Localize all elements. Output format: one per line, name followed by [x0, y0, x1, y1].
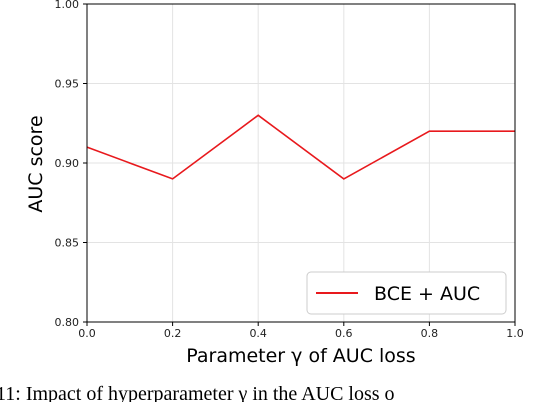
y-tick-label: 1.00 — [55, 0, 80, 11]
y-tick-label: 0.90 — [55, 157, 80, 170]
y-axis-label: AUC score — [25, 115, 47, 212]
x-tick-label: 0.6 — [335, 327, 353, 340]
x-tick-label: 1.0 — [506, 327, 524, 340]
series-lines — [86, 114, 515, 180]
x-axis-label: Parameter γ of AUC loss — [186, 345, 415, 367]
series-line — [86, 114, 515, 180]
y-tick-label: 0.80 — [55, 316, 80, 329]
y-tick-label: 0.85 — [55, 237, 80, 250]
legend-box — [306, 271, 507, 315]
y-tick-label: 0.95 — [55, 78, 80, 91]
x-tick-label: 0.8 — [421, 327, 439, 340]
x-tick-label: 0.0 — [78, 327, 96, 340]
legend-label: BCE + AUC — [374, 283, 480, 305]
axis-ticks: 0.0 0.2 0.4 0.6 0.8 1.0 0.80 0.85 0.90 0.95 1.00 — [55, 0, 524, 340]
x-tick-label: 0.4 — [249, 327, 267, 340]
legend: BCE + AUC — [306, 271, 507, 315]
figure-caption: 11: Impact of hyperparameter γ in the AU… — [0, 383, 395, 402]
x-tick-label: 0.2 — [164, 327, 182, 340]
